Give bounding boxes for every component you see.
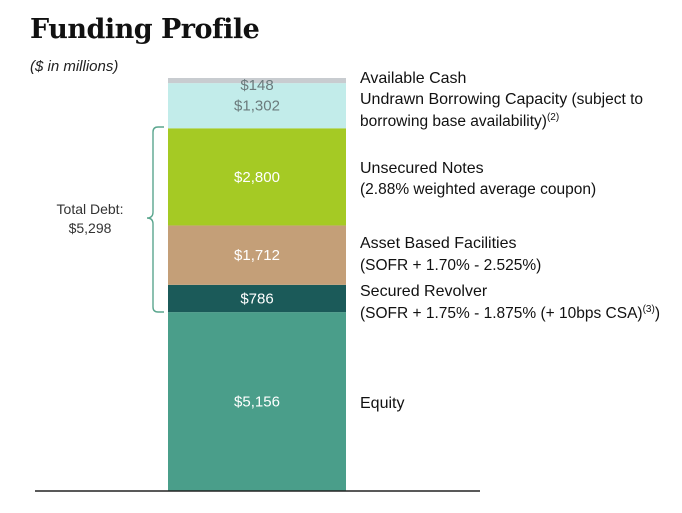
bar-segment-available-cash <box>168 78 346 84</box>
data-label-equity: $5,156 <box>234 394 280 411</box>
bar-segment-asset-based-facilities <box>168 225 346 285</box>
legend-equity: Equity <box>360 395 405 412</box>
total-debt-caption: Total Debt: <box>56 201 124 217</box>
chart-subtitle: ($ in millions) <box>30 58 119 75</box>
total-debt-label: Total Debt: $5,298 <box>40 200 140 238</box>
legend-revolver-sub-text: (SOFR + 1.75% - 1.875% (+ 10bps CSA) <box>360 305 643 323</box>
bar-segment-undrawn-borrowing-capacity <box>168 83 346 129</box>
legend-abf-sub: (SOFR + 1.70% - 2.525%) <box>360 257 542 274</box>
legend-revolver-sub-end: ) <box>654 305 660 323</box>
legend-undrawn-title: Undrawn Borrowing Capacity <box>360 91 568 108</box>
legend-revolver-sub: (SOFR + 1.75% - 1.875% (+ 10bps CSA)(3)) <box>360 304 660 323</box>
total-debt-value: $5,298 <box>68 220 112 236</box>
legend-undrawn-sub-text: borrowing base availability) <box>360 113 547 131</box>
legend-unsecured-sub: (2.88% weighted average coupon) <box>360 181 597 198</box>
legend-undrawn-suffix: (subject to <box>567 91 644 108</box>
footnote-2: (2) <box>546 112 560 123</box>
bar-segment-unsecured-notes <box>168 128 346 226</box>
chart-title: Funding Profile <box>30 14 260 45</box>
legend-undrawn: Undrawn Borrowing Capacity (subject to <box>360 91 643 109</box>
footnote-3: (3) <box>642 304 655 315</box>
legend-undrawn-sub: borrowing base availability)(2) <box>360 112 559 131</box>
legend-unsecured: Unsecured Notes <box>360 160 484 177</box>
bar-segment-secured-revolver <box>168 284 346 313</box>
data-label-available-cash: $148 <box>240 77 273 94</box>
data-label-asset-based-facilities: $1,712 <box>234 247 280 264</box>
bar-segment-equity <box>168 312 346 491</box>
data-label-undrawn-borrowing-capacity: $1,302 <box>234 98 280 115</box>
legend-available-cash: Available Cash <box>360 70 467 87</box>
legend-revolver: Secured Revolver <box>360 283 488 300</box>
data-label-unsecured-notes: $2,800 <box>234 169 280 186</box>
data-label-secured-revolver: $786 <box>240 290 273 307</box>
total-debt-brace <box>146 126 164 313</box>
legend-abf: Asset Based Facilities <box>360 235 517 252</box>
